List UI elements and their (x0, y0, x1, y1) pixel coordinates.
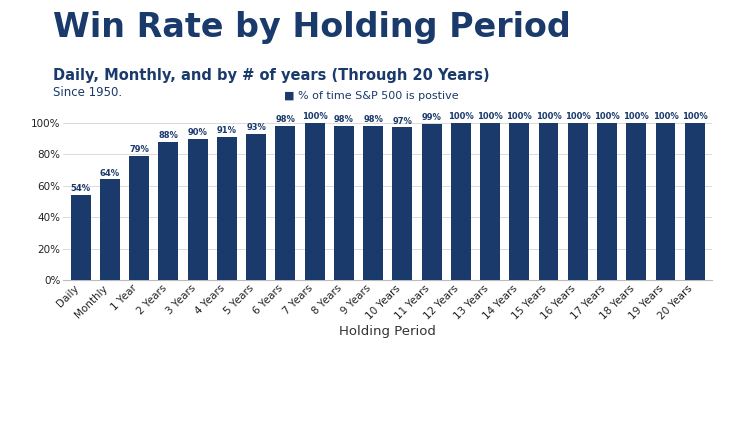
Text: Daily, Monthly, and by # of years (Through 20 Years): Daily, Monthly, and by # of years (Throu… (53, 68, 490, 83)
Text: 97%: 97% (393, 116, 413, 125)
Text: 100%: 100% (682, 112, 708, 121)
Text: wealth management: wealth management (620, 398, 692, 405)
Bar (685, 123, 705, 280)
Text: 88%: 88% (158, 131, 178, 140)
Bar (70, 195, 91, 280)
Bar (305, 123, 324, 280)
Bar (363, 126, 383, 280)
Bar (334, 126, 354, 280)
Bar (421, 125, 441, 280)
X-axis label: Holding Period: Holding Period (339, 325, 436, 339)
Bar (129, 156, 149, 280)
Text: Win Rate by Holding Period: Win Rate by Holding Period (53, 11, 571, 44)
Text: 100%: 100% (507, 112, 532, 121)
Bar (539, 123, 559, 280)
Text: 98%: 98% (334, 115, 354, 124)
Text: 100%: 100% (302, 112, 327, 121)
Text: 91%: 91% (217, 126, 237, 135)
Bar (275, 126, 295, 280)
Text: 100%: 100% (594, 112, 620, 121)
Bar (158, 142, 178, 280)
Text: 90%: 90% (188, 128, 208, 137)
Text: Since 1950.: Since 1950. (53, 86, 122, 99)
Bar (597, 123, 617, 280)
Text: 100%: 100% (623, 112, 649, 121)
Text: 100%: 100% (653, 112, 678, 121)
Bar (509, 123, 529, 280)
Bar (480, 123, 500, 280)
Bar (656, 123, 675, 280)
Bar (188, 139, 208, 280)
Text: 98%: 98% (275, 115, 295, 124)
Text: 64%: 64% (100, 169, 120, 178)
Text: 93%: 93% (246, 123, 266, 132)
Text: 79%: 79% (129, 145, 149, 154)
Bar (217, 137, 237, 280)
Text: 100%: 100% (536, 112, 562, 121)
Text: 99%: 99% (421, 113, 441, 122)
Bar (451, 123, 470, 280)
Bar (246, 134, 266, 280)
Text: 98%: 98% (363, 115, 383, 124)
Bar (626, 123, 646, 280)
Bar (393, 128, 413, 280)
Text: 100%: 100% (448, 112, 473, 121)
Text: 100%: 100% (565, 112, 591, 121)
Text: 54%: 54% (70, 184, 91, 193)
Text: Ritholtz Wealth Management is a Registered Investment Adviser. This presentation: Ritholtz Wealth Management is a Register… (9, 377, 742, 382)
Text: 100%: 100% (477, 112, 503, 121)
Text: ■ % of time S&P 500 is postive: ■ % of time S&P 500 is postive (283, 91, 459, 101)
Text: RITHOLTZ: RITHOLTZ (620, 366, 699, 381)
Bar (100, 179, 119, 280)
Text: Source: RWM, Returns 2.0, YCharts
Total Returns (With Dividends Reinvested): Source: RWM, Returns 2.0, YCharts Total … (9, 349, 184, 363)
Bar (568, 123, 588, 280)
